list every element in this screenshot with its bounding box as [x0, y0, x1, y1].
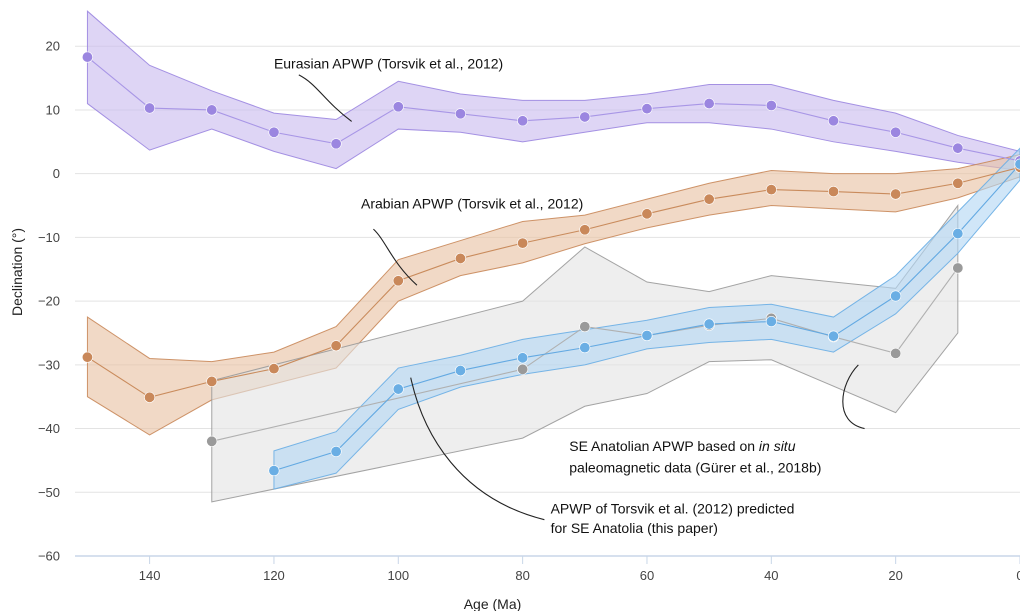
point-predicted [827, 330, 839, 342]
point-arabian [330, 340, 342, 352]
y-tick-label: 10 [46, 102, 60, 117]
annotation-eurasian: Eurasian APWP (Torsvik et al., 2012) [274, 56, 503, 72]
point-se_anatolian_insitu [952, 262, 964, 274]
annotation-predicted-line1: APWP of Torsvik et al. (2012) predicted [551, 500, 795, 516]
point-arabian [765, 184, 777, 196]
point-eurasian [392, 101, 404, 113]
annotation-se-anatolian-line2: paleomagnetic data (Gürer et al., 2018b) [569, 460, 821, 476]
point-predicted [952, 228, 964, 240]
point-eurasian [330, 138, 342, 150]
point-arabian [144, 391, 156, 403]
y-tick-label: 0 [53, 166, 60, 181]
point-predicted [765, 316, 777, 328]
point-eurasian [268, 126, 280, 138]
point-eurasian [579, 111, 591, 123]
point-arabian [206, 375, 218, 387]
point-arabian [517, 237, 529, 249]
x-tick-label: 20 [888, 568, 902, 583]
point-arabian [454, 252, 466, 264]
y-tick-label: −10 [38, 230, 60, 245]
y-tick-label: −40 [38, 421, 60, 436]
x-tick-label: 120 [263, 568, 285, 583]
x-tick-label: 0 [1016, 568, 1020, 583]
annotation-se-anatolian-line1: SE Anatolian APWP based on in situ [569, 438, 795, 454]
point-eurasian [827, 115, 839, 127]
point-arabian [890, 188, 902, 200]
point-eurasian [952, 142, 964, 154]
point-arabian [268, 363, 280, 375]
y-tick-label: −30 [38, 357, 60, 372]
annotations: Eurasian APWP (Torsvik et al., 2012) Ara… [274, 56, 865, 536]
point-eurasian [81, 51, 93, 63]
point-eurasian [703, 98, 715, 110]
point-eurasian [517, 115, 529, 127]
band-eurasian [86, 10, 1020, 171]
x-tick-label: 140 [139, 568, 161, 583]
leader-arabian [373, 228, 418, 286]
leader-se_anatolian_insitu [842, 364, 865, 430]
point-predicted [703, 318, 715, 330]
point-predicted [392, 383, 404, 395]
point-arabian [81, 351, 93, 363]
point-predicted [579, 342, 591, 354]
point-eurasian [890, 126, 902, 138]
point-arabian [641, 208, 653, 220]
point-eurasian [641, 103, 653, 115]
y-tick-label: −50 [38, 485, 60, 500]
point-predicted [330, 445, 342, 457]
y-tick-label: −60 [38, 549, 60, 564]
x-tick-label: 80 [515, 568, 529, 583]
annotation-se-anatolian-in-situ: in situ [759, 438, 796, 454]
confidence-bands [86, 10, 1020, 503]
point-arabian [952, 177, 964, 189]
point-predicted [641, 330, 653, 342]
leader-predicted [410, 377, 545, 521]
band-predicted [273, 147, 1020, 490]
point-predicted [454, 365, 466, 377]
y-axis-title: Declination (°) [9, 228, 25, 316]
annotation-arabian: Arabian APWP (Torsvik et al., 2012) [361, 196, 583, 212]
point-eurasian [206, 104, 218, 116]
line-eurasian [87, 56, 1020, 162]
y-tick-label: −20 [38, 294, 60, 309]
line-arabian [87, 166, 1020, 398]
x-tick-label: 60 [640, 568, 654, 583]
point-predicted [890, 290, 902, 302]
point-eurasian [454, 108, 466, 120]
annotation-se-anatolian-line1-a: SE Anatolian APWP based on [569, 438, 759, 454]
point-eurasian [144, 102, 156, 114]
point-arabian [703, 193, 715, 205]
point-arabian [579, 224, 591, 236]
point-se_anatolian_insitu [206, 435, 218, 447]
data-points [81, 51, 1020, 477]
point-eurasian [765, 99, 777, 111]
point-se_anatolian_insitu [579, 321, 591, 333]
x-tick-label: 100 [387, 568, 409, 583]
x-axis-title: Age (Ma) [464, 596, 522, 611]
point-predicted [517, 352, 529, 364]
y-tick-label: 20 [46, 39, 60, 54]
x-tick-label: 40 [764, 568, 778, 583]
point-arabian [392, 275, 404, 287]
point-arabian [827, 186, 839, 198]
annotation-predicted-line2: for SE Anatolia (this paper) [551, 520, 718, 536]
point-se_anatolian_insitu [517, 363, 529, 375]
point-predicted [268, 465, 280, 477]
leader-eurasian [298, 74, 352, 122]
point-se_anatolian_insitu [890, 347, 902, 359]
